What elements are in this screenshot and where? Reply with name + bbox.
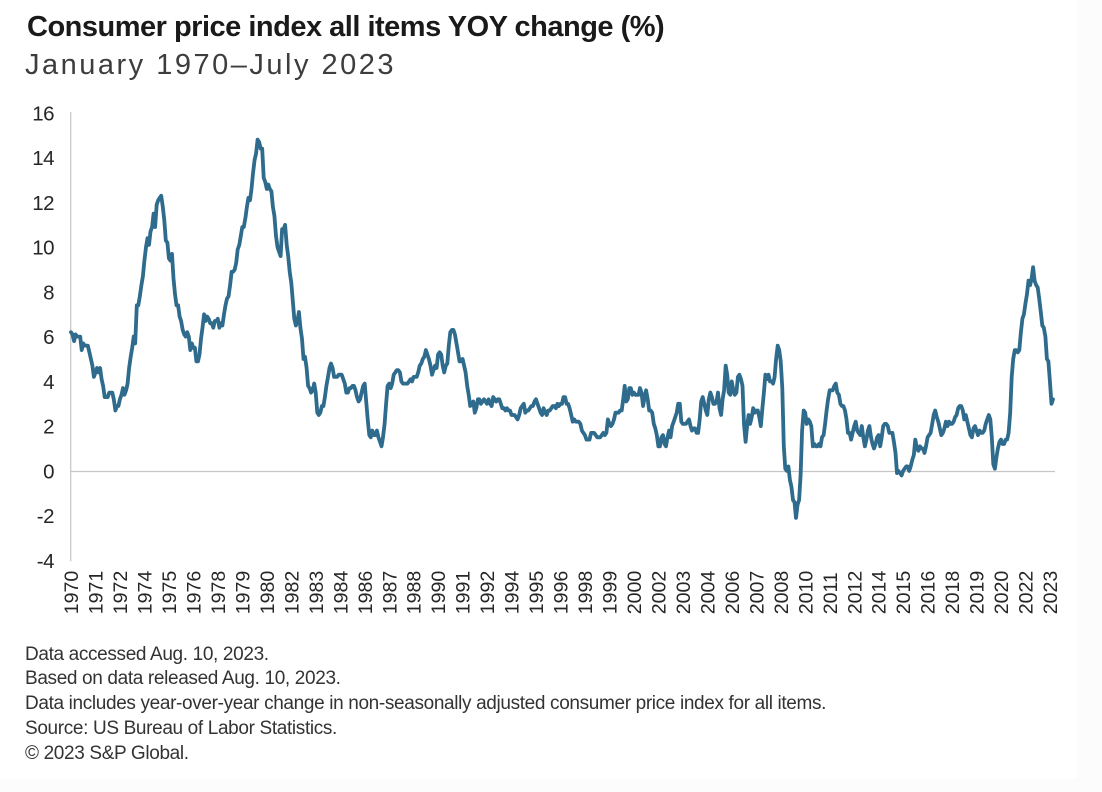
svg-text:-2: -2 [37,505,54,528]
svg-text:2006: 2006 [722,571,744,615]
svg-text:1978: 1978 [208,571,230,615]
svg-text:1974: 1974 [135,571,157,615]
svg-text:1980: 1980 [257,571,279,615]
svg-text:-4: -4 [37,550,54,573]
svg-text:6: 6 [43,326,54,349]
svg-text:4: 4 [43,371,54,394]
svg-text:1984: 1984 [330,571,352,615]
svg-text:1998: 1998 [575,571,597,615]
svg-text:1991: 1991 [453,571,475,615]
svg-text:2: 2 [43,416,54,439]
svg-text:2020: 2020 [991,571,1013,615]
svg-text:2014: 2014 [869,571,891,615]
svg-text:2007: 2007 [746,571,768,615]
svg-text:1975: 1975 [159,571,181,615]
svg-text:1990: 1990 [428,571,450,615]
svg-text:1994: 1994 [502,571,524,615]
svg-text:1999: 1999 [600,571,622,615]
svg-text:2003: 2003 [673,571,695,615]
svg-text:2002: 2002 [649,571,671,615]
svg-text:2010: 2010 [795,571,817,615]
svg-text:16: 16 [32,102,54,125]
svg-text:1995: 1995 [526,571,548,615]
svg-text:8: 8 [43,281,54,304]
svg-text:1976: 1976 [184,571,206,615]
svg-text:2000: 2000 [624,571,646,615]
svg-text:14: 14 [32,147,54,170]
svg-text:1996: 1996 [551,571,573,615]
svg-text:10: 10 [32,237,54,260]
svg-text:2023: 2023 [1040,571,1062,615]
svg-text:2008: 2008 [771,571,793,615]
svg-text:1982: 1982 [281,571,303,615]
svg-text:2011: 2011 [820,572,842,614]
svg-text:1988: 1988 [404,571,426,615]
svg-text:2018: 2018 [942,571,964,615]
svg-text:2016: 2016 [918,571,940,615]
svg-text:2019: 2019 [967,571,989,615]
svg-text:1986: 1986 [355,571,377,615]
svg-text:2004: 2004 [697,571,719,615]
svg-text:2012: 2012 [844,571,866,615]
svg-text:1979: 1979 [232,571,254,615]
svg-text:1970: 1970 [61,571,83,615]
svg-text:1971: 1971 [86,571,108,615]
svg-text:1972: 1972 [110,571,132,615]
svg-text:12: 12 [32,192,54,215]
svg-text:1983: 1983 [306,571,328,615]
svg-text:0: 0 [43,460,54,483]
svg-text:2022: 2022 [1016,571,1038,615]
svg-text:2015: 2015 [893,571,915,615]
svg-text:1992: 1992 [477,571,499,615]
svg-text:1987: 1987 [379,571,401,615]
